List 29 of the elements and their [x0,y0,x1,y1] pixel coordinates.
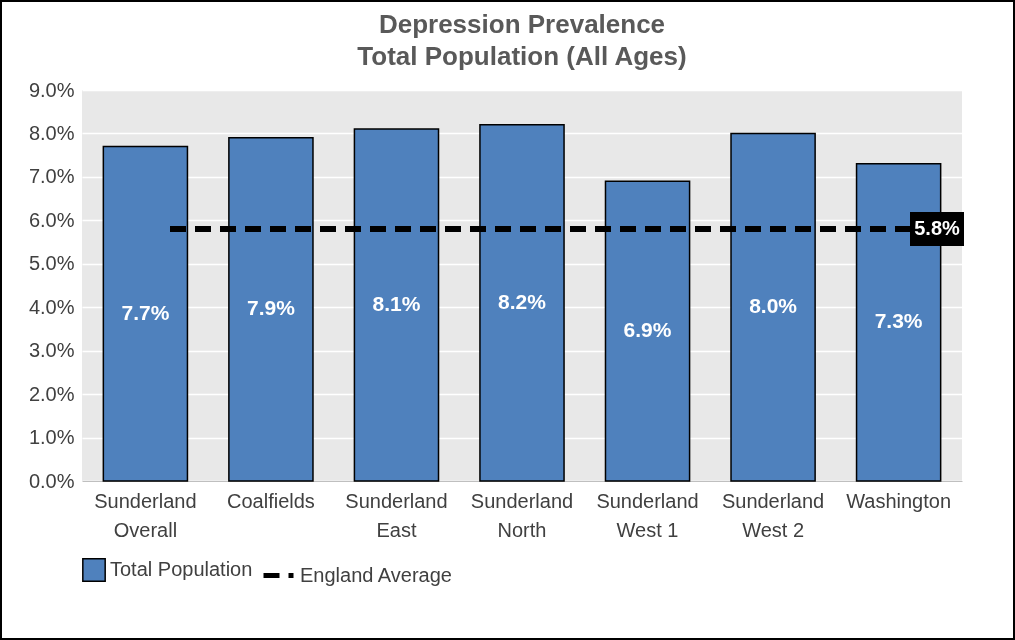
y-tick-label: 8.0% [28,121,75,144]
y-tick-label: 0.0% [28,469,75,492]
y-tick-label: 3.0% [28,339,75,362]
text: 8.1% [372,292,421,316]
text: 8.0% [749,294,798,318]
y-tick-label: 1.0% [28,426,75,449]
x-tick-label: Washington [846,489,952,512]
chart-title: Depression Prevalence [378,9,666,39]
chart-subtitle: Total Population (All Ages) [357,41,687,71]
annotation: 5.8% [914,217,961,240]
text: 7.9% [246,296,295,320]
x-tick-label: Sunderland East [345,489,448,541]
y-tick-label: 9.0% [28,78,75,101]
y-tick-label: 6.0% [28,208,75,231]
text: 6.9% [623,318,672,342]
text: 8.2% [498,289,546,313]
x-tick-label: Sunderland North [470,489,574,541]
text: 7.3% [874,309,923,333]
y-tick-label: 7.0% [28,165,75,188]
x-tick-label: Sunderland Overall [94,489,197,541]
x-tick-label: Sunderland West 2 [721,489,825,541]
y-tick-label: 5.0% [28,252,75,275]
y-tick-label: 2.0% [28,382,75,405]
x-tick-label: Sunderland West 1 [596,489,699,541]
text: 7.7% [121,300,170,324]
y-tick-label: 4.0% [28,295,75,318]
legend-label: England Average [300,563,452,586]
x-tick-label: Coalfields [227,489,315,512]
legend-label: Total Population [110,558,253,580]
